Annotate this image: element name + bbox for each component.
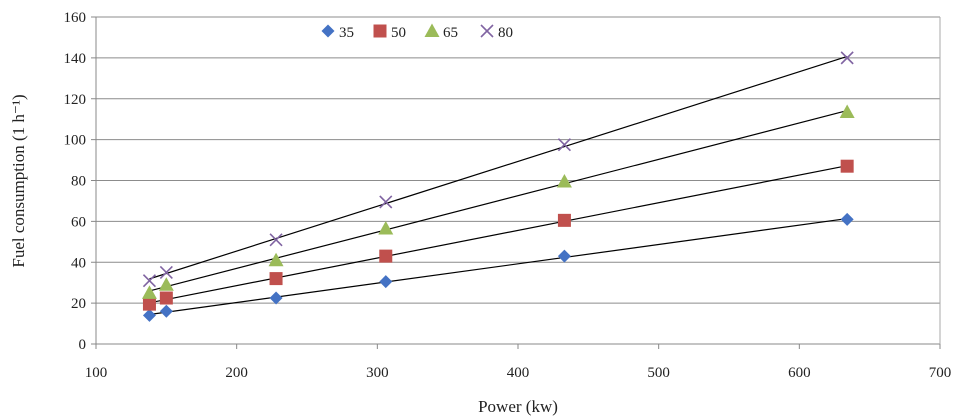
x-tick-label: 300 (366, 365, 389, 381)
legend-label-80: 80 (498, 25, 513, 41)
point-series-50 (269, 272, 283, 286)
y-tick-label: 160 (64, 10, 87, 26)
point-series-35 (557, 249, 571, 263)
point-series-50 (142, 297, 156, 311)
point-series-80 (142, 274, 157, 288)
point-series-80 (840, 51, 854, 65)
point-series-50 (159, 291, 173, 305)
point-series-80 (557, 138, 571, 152)
trendline-50 (149, 165, 848, 304)
point-series-65 (141, 285, 157, 299)
point-series-35 (142, 308, 156, 322)
y-tick-label: 60 (71, 214, 86, 230)
y-tick-label: 0 (79, 337, 87, 353)
point-series-50 (840, 159, 854, 173)
point-series-80 (269, 233, 283, 247)
point-series-80 (159, 265, 173, 280)
trendlines (149, 55, 848, 316)
point-series-50 (557, 213, 571, 227)
point-series-65 (158, 277, 174, 291)
y-tick-label: 40 (71, 255, 86, 271)
point-series-35 (840, 212, 854, 226)
y-axis-label: Fuel consumption (1 h⁻¹) (9, 94, 28, 267)
y-tick-label: 20 (71, 296, 86, 312)
trendline-80 (149, 55, 848, 280)
y-tick-label: 120 (64, 92, 87, 108)
trendline-35 (149, 217, 848, 316)
legend-marker-65 (424, 23, 440, 37)
legend-label-50: 50 (391, 25, 406, 41)
y-tick-label: 80 (71, 174, 86, 190)
x-tick-label: 500 (647, 365, 670, 381)
point-series-35 (379, 275, 393, 289)
point-series-80 (379, 195, 393, 209)
legend-label-35: 35 (339, 25, 354, 41)
x-tick-label: 400 (507, 365, 530, 381)
legend: 35 50 65 80 (321, 23, 513, 41)
legend-marker-80 (480, 24, 494, 38)
gridlines (96, 16, 940, 345)
y-tick-label: 100 (64, 133, 87, 149)
point-series-35 (159, 304, 173, 318)
point-series-65 (556, 174, 572, 188)
y-tick-labels: 0 20 40 60 80 100 120 140 160 (64, 10, 87, 353)
point-series-35 (269, 291, 283, 305)
x-tick-labels: 100 200 300 400 500 600 700 (85, 365, 952, 381)
axes (91, 16, 941, 349)
legend-marker-35 (321, 24, 335, 38)
x-axis-label: Power (kw) (478, 397, 558, 416)
point-series-65 (839, 104, 855, 119)
y-tick-label: 140 (64, 51, 87, 67)
legend-marker-50 (373, 24, 387, 38)
trendline-65 (149, 110, 848, 292)
legend-label-65: 65 (443, 25, 458, 41)
x-tick-label: 600 (788, 365, 811, 381)
data-points (141, 51, 855, 322)
x-tick-label: 100 (85, 365, 108, 381)
x-tick-label: 200 (225, 365, 248, 381)
point-series-50 (379, 249, 393, 263)
point-series-65 (378, 221, 394, 235)
x-tick-label: 700 (929, 365, 952, 381)
point-series-65 (268, 252, 284, 267)
